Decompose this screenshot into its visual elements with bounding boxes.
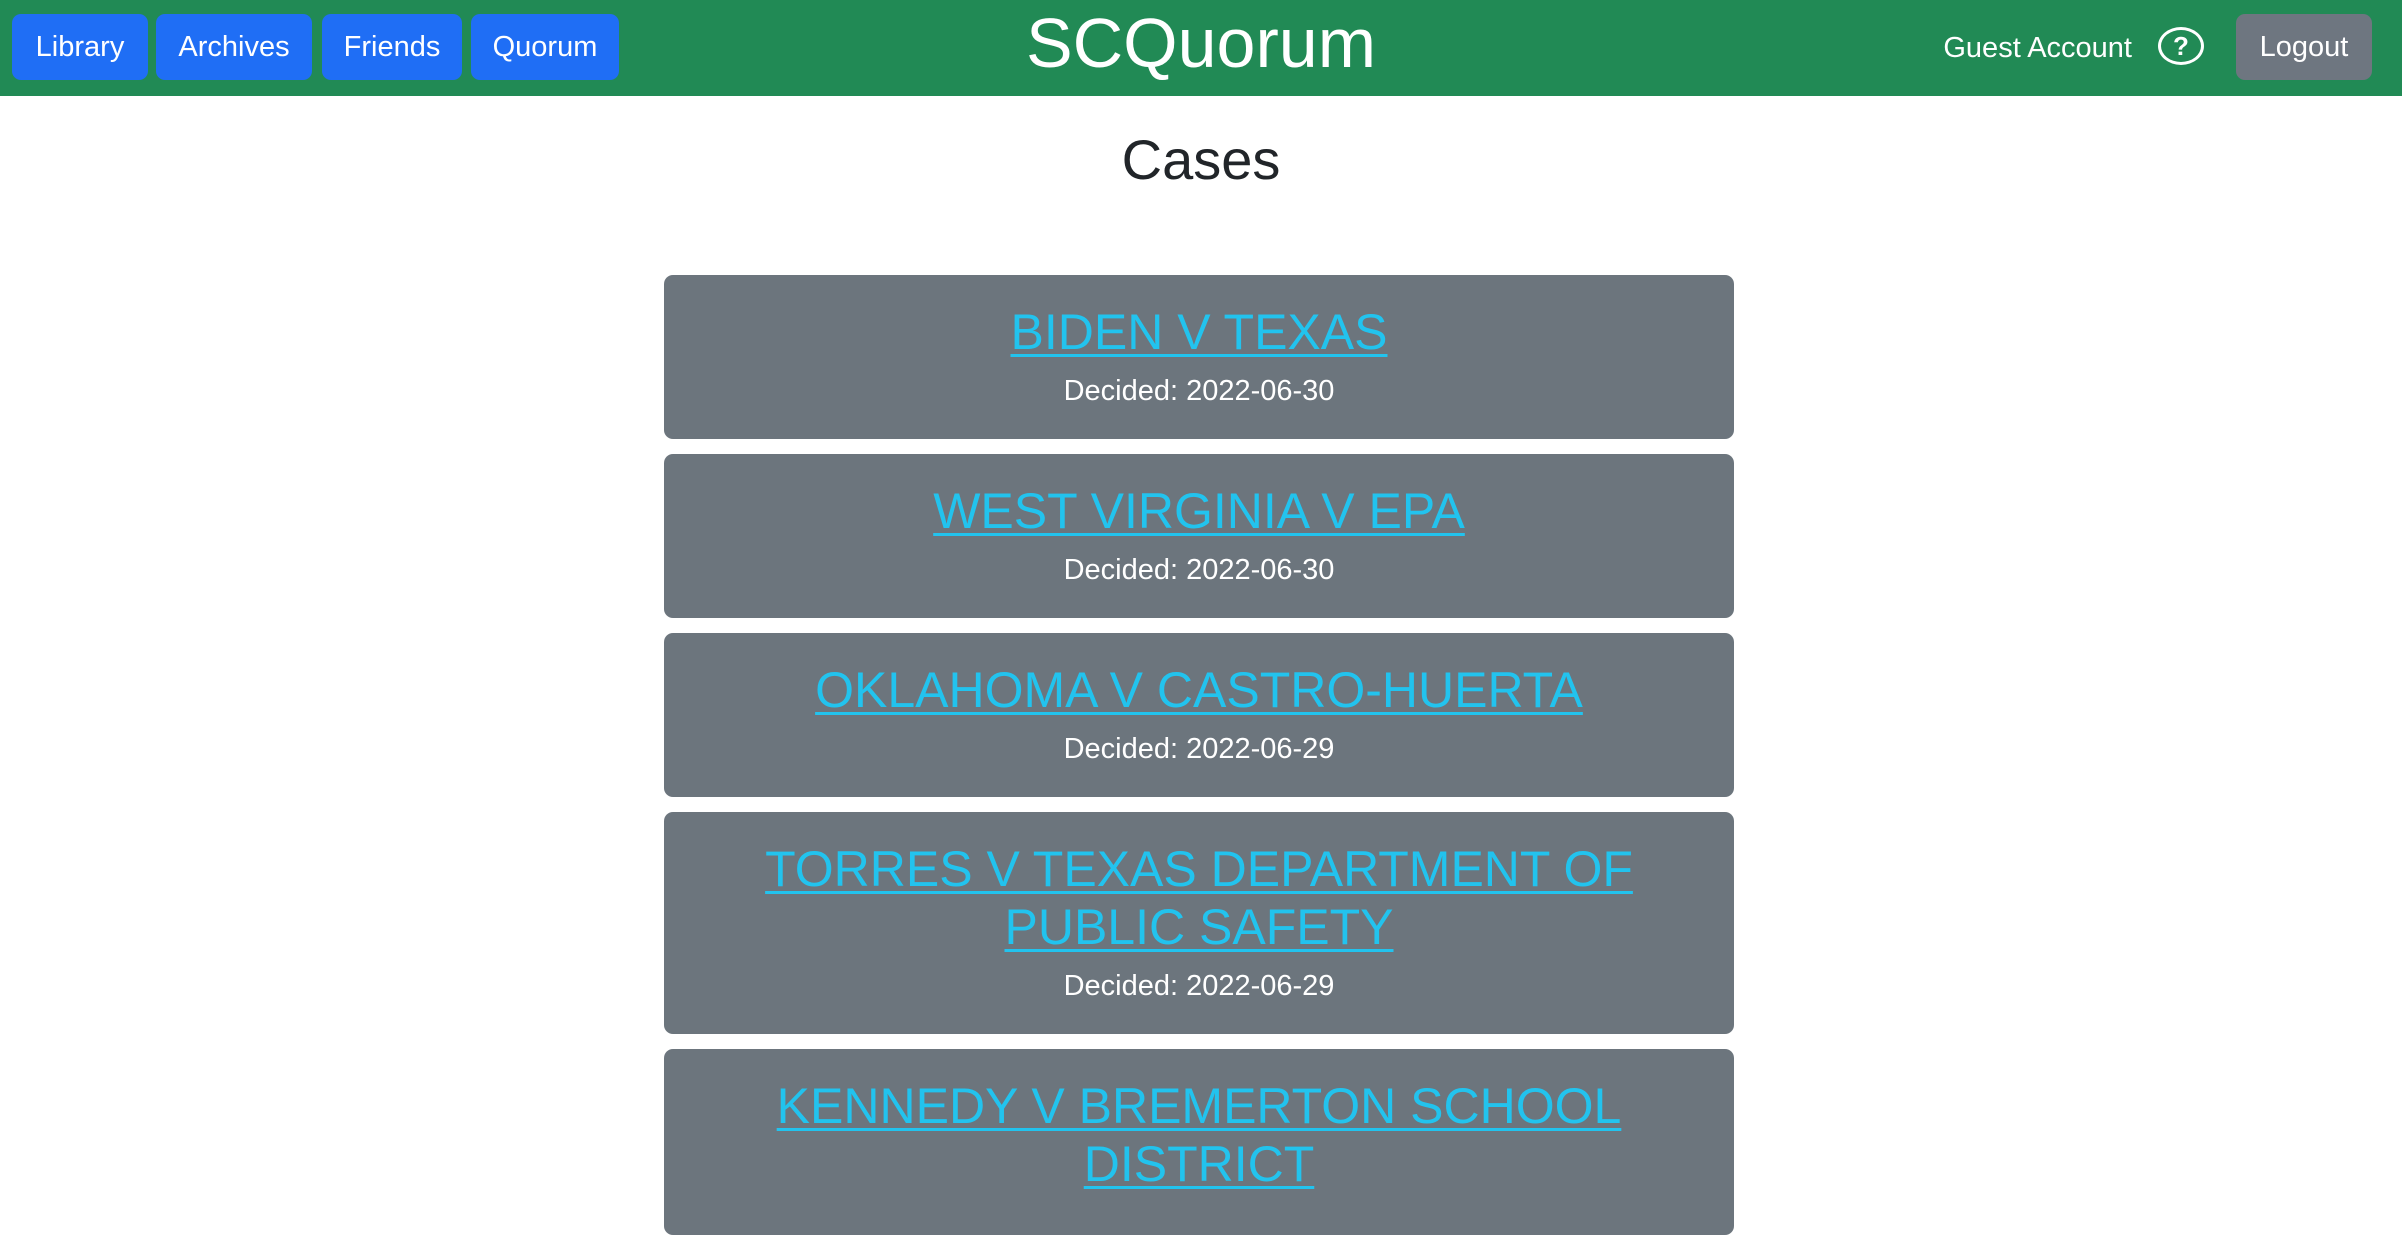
quorum-button[interactable]: Quorum	[471, 14, 619, 80]
case-decided-date: Decided: 2022-06-30	[1063, 554, 1335, 586]
case-title-link[interactable]: TORRES V TEXAS DEPARTMENT OF PUBLIC SAFE…	[765, 841, 1633, 955]
case-card: TORRES V TEXAS DEPARTMENT OF PUBLIC SAFE…	[664, 812, 1734, 1034]
case-decided-date: Decided: 2022-06-29	[1063, 733, 1335, 765]
archives-button[interactable]: Archives	[156, 14, 312, 80]
logout-button[interactable]: Logout	[2236, 14, 2372, 80]
account-name[interactable]: Guest Account	[1943, 32, 2132, 64]
help-icon[interactable]: ?	[2158, 27, 2204, 65]
friends-button[interactable]: Friends	[322, 14, 462, 80]
case-decided-date: Decided: 2022-06-29	[1063, 970, 1335, 1002]
library-button[interactable]: Library	[12, 14, 148, 80]
case-title-link[interactable]: WEST VIRGINIA V EPA	[933, 483, 1465, 539]
case-card: BIDEN V TEXAS Decided: 2022-06-30	[664, 275, 1734, 439]
case-title-link[interactable]: KENNEDY V BREMERTON SCHOOL DISTRICT	[776, 1078, 1622, 1192]
top-navbar: Library Archives Friends Quorum SCQuorum…	[0, 0, 2402, 96]
brand-title: SCQuorum	[1025, 4, 1377, 82]
case-title-link[interactable]: OKLAHOMA V CASTRO-HUERTA	[815, 662, 1583, 718]
case-title-link[interactable]: BIDEN V TEXAS	[1010, 304, 1388, 360]
case-card: WEST VIRGINIA V EPA Decided: 2022-06-30	[664, 454, 1734, 618]
page-title: Cases	[1121, 128, 1281, 191]
case-card: OKLAHOMA V CASTRO-HUERTA Decided: 2022-0…	[664, 633, 1734, 797]
case-card: KENNEDY V BREMERTON SCHOOL DISTRICT	[664, 1049, 1734, 1235]
case-list: BIDEN V TEXAS Decided: 2022-06-30 WEST V…	[664, 275, 1734, 1250]
case-decided-date: Decided: 2022-06-30	[1063, 375, 1335, 407]
